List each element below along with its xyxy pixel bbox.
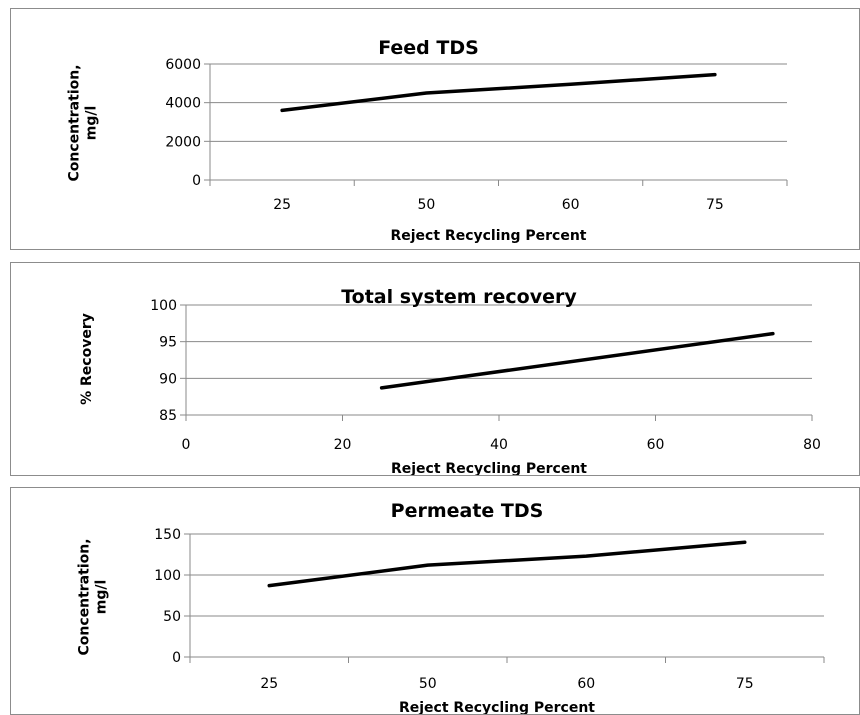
y-tick-label: 90 xyxy=(159,371,177,387)
y-tick-label: 0 xyxy=(192,173,201,189)
y-tick-label: 0 xyxy=(172,650,181,666)
x-tick-label: 25 xyxy=(273,197,291,213)
x-tick-label: 25 xyxy=(260,676,278,692)
x-tick-label: 50 xyxy=(419,676,437,692)
y-axis-label: mg/l xyxy=(94,580,110,615)
x-tick-label: 0 xyxy=(182,437,191,453)
y-tick-label: 85 xyxy=(159,408,177,424)
y-tick-label: 95 xyxy=(159,335,177,351)
y-axis-label: Concentration, xyxy=(77,538,93,655)
series-line xyxy=(379,331,775,390)
y-tick-label: 100 xyxy=(150,298,177,314)
x-tick-label: 60 xyxy=(577,676,595,692)
y-tick-label: 2000 xyxy=(165,134,201,150)
x-tick-label: 40 xyxy=(490,437,508,453)
y-axis-label: % Recovery xyxy=(79,313,95,405)
x-tick-label: 75 xyxy=(706,197,724,213)
total-system-recovery-chart: 85 90 95 100 0 20 40 60 80 Total system recovery R… xyxy=(79,286,821,476)
y-tick-label: 4000 xyxy=(165,96,201,112)
x-axis-label: Reject Recycling Percent xyxy=(399,700,595,715)
chart-panel-feed-tds: 0 2000 4000 6000 25 50 60 75 Feed TDS Reject Recy… xyxy=(10,8,860,250)
chart-title: Total system recovery xyxy=(341,286,577,308)
chart-panel-permeate-tds: 0 50 100 150 25 50 60 75 Permeate TDS Reject Recy… xyxy=(10,487,860,715)
y-tick-label: 50 xyxy=(163,609,181,625)
chart-panel-total-system-recovery: 85 90 95 100 0 20 40 60 80 Total system recovery R… xyxy=(10,262,860,476)
x-tick-label: 80 xyxy=(803,437,821,453)
x-tick-label: 60 xyxy=(647,437,665,453)
y-tick-label: 100 xyxy=(154,568,181,584)
x-tick-label: 75 xyxy=(736,676,754,692)
feed-tds-chart: 0 2000 4000 6000 25 50 60 75 Feed TDS Reject Recy… xyxy=(67,37,788,244)
y-axis-label: Concentration, xyxy=(67,64,83,181)
y-axis-label: mg/l xyxy=(84,106,100,141)
chart-title: Permeate TDS xyxy=(391,500,544,522)
chart-title: Feed TDS xyxy=(378,37,479,59)
x-axis-label: Reject Recycling Percent xyxy=(390,228,586,244)
permeate-tds-chart: 0 50 100 150 25 50 60 75 Permeate TDS Reject Recy… xyxy=(77,500,825,715)
x-tick-label: 50 xyxy=(417,197,435,213)
series-line xyxy=(267,540,747,588)
x-axis-label: Reject Recycling Percent xyxy=(391,461,587,476)
x-tick-label: 20 xyxy=(334,437,352,453)
x-tick-label: 60 xyxy=(562,197,580,213)
series-line xyxy=(280,72,717,113)
y-tick-label: 150 xyxy=(154,527,181,543)
y-tick-label: 6000 xyxy=(165,57,201,73)
